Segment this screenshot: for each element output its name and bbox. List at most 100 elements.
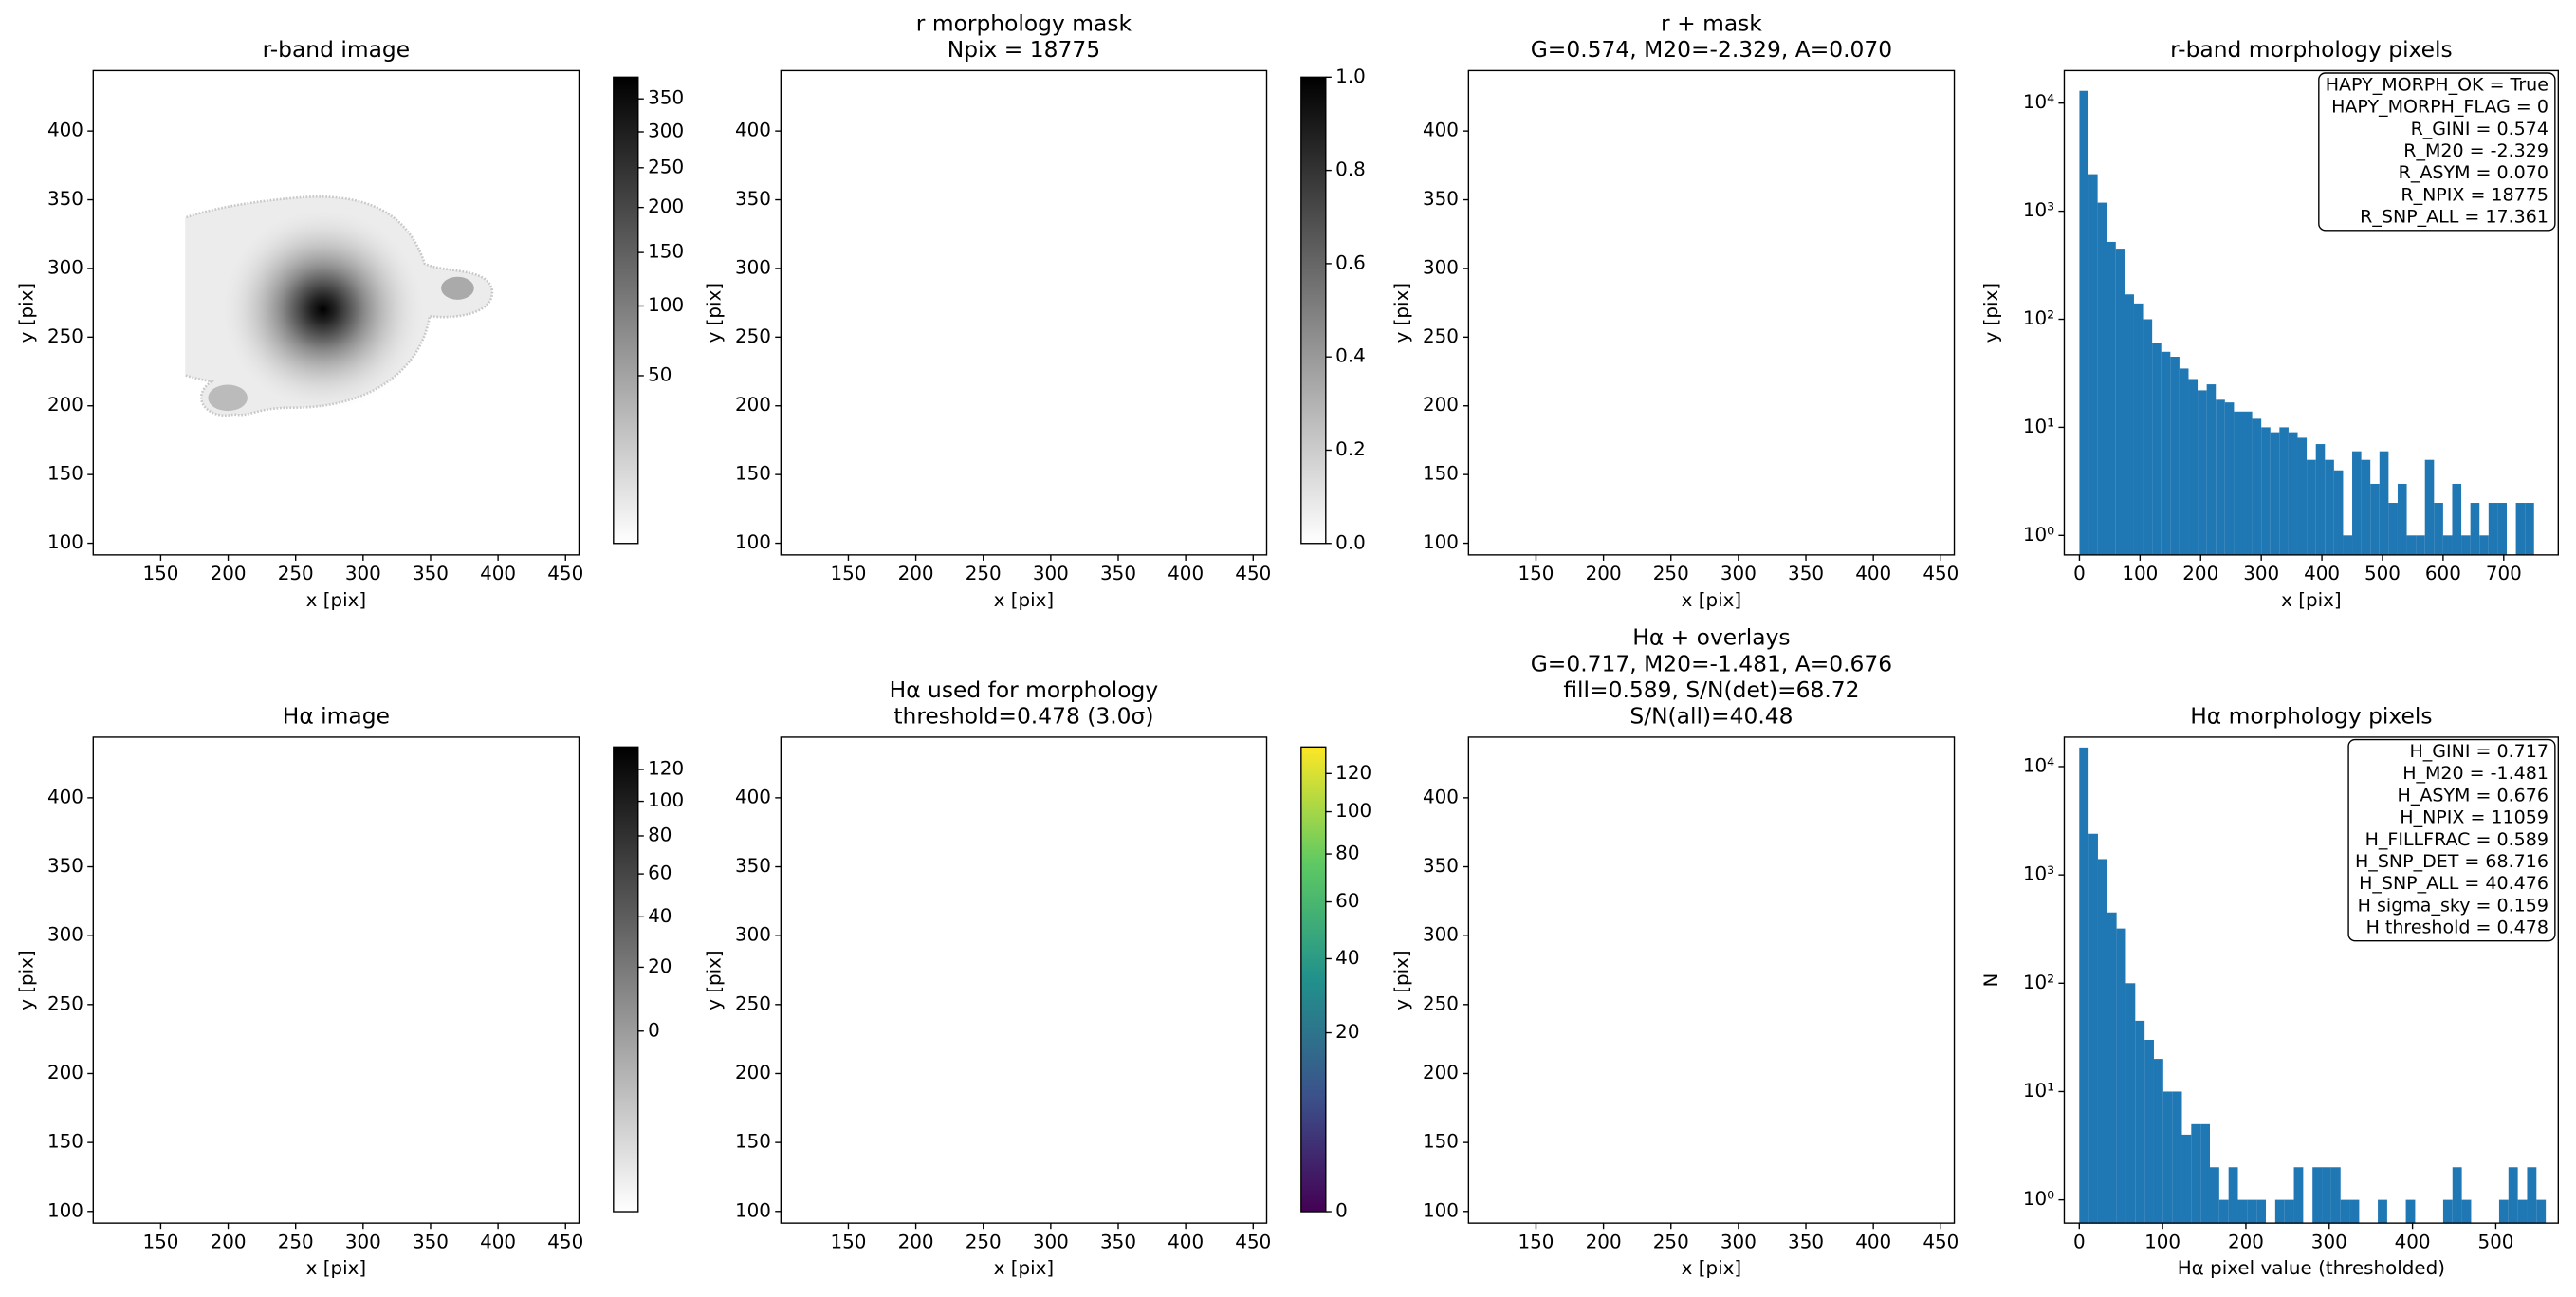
x-tick-label: 500 xyxy=(2364,563,2401,584)
x-tick-label: 250 xyxy=(966,1231,1002,1252)
y-tick-label: 300 xyxy=(47,924,83,946)
bar xyxy=(2343,535,2353,555)
x-tick-label: 300 xyxy=(1033,563,1069,584)
y-axis-label: y [pix] xyxy=(1980,283,2002,343)
bar xyxy=(2315,444,2326,555)
chart-title: G=0.717, M20=-1.481, A=0.676 xyxy=(1531,650,1892,676)
annotation-line: H_SNP_DET = 68.716 xyxy=(2355,851,2548,872)
bar xyxy=(2312,1167,2323,1224)
bar xyxy=(2340,1199,2350,1224)
y-axis-label: N xyxy=(1980,973,2002,988)
x-tick-label: 400 xyxy=(2395,1231,2431,1252)
axes-frame xyxy=(92,736,580,1224)
bar xyxy=(2261,427,2271,555)
bar xyxy=(2416,535,2425,555)
bar xyxy=(2497,503,2507,555)
bar xyxy=(2527,1167,2537,1224)
bar xyxy=(2525,503,2534,555)
axes-frame xyxy=(780,69,1268,556)
bar xyxy=(2330,1167,2341,1224)
y-axis-label: y [pix] xyxy=(1391,283,1413,343)
y-tick-label: 150 xyxy=(1423,463,1459,485)
bar xyxy=(2206,384,2217,555)
bar xyxy=(2247,1199,2257,1224)
y-tick-label: 300 xyxy=(735,256,771,278)
y-tick-label: 200 xyxy=(735,394,771,416)
x-tick-label: 300 xyxy=(1033,1231,1069,1252)
x-tick-label: 0 xyxy=(2073,1231,2086,1252)
y-tick-label: 300 xyxy=(1423,924,1459,946)
bar xyxy=(2452,483,2462,555)
y-tick-label: 250 xyxy=(735,325,771,347)
x-axis-label: x [pix] xyxy=(2281,589,2342,611)
x-tick-label: 450 xyxy=(547,563,583,584)
y-axis-label: y [pix] xyxy=(16,283,38,343)
y-axis-label: y [pix] xyxy=(1391,950,1413,1010)
x-tick-label: 450 xyxy=(1923,1231,1959,1252)
bar xyxy=(2181,1134,2192,1224)
bar xyxy=(2307,459,2316,555)
colorbar-tick-label: 0.4 xyxy=(1335,345,1366,367)
y-tick-label: 250 xyxy=(47,992,83,1014)
bar xyxy=(2188,379,2199,555)
axes-frame xyxy=(92,69,580,556)
y-tick-label: 100 xyxy=(1423,1199,1459,1221)
colorbar xyxy=(1300,746,1327,1213)
colorbar-tick-label: 0.8 xyxy=(1335,158,1366,180)
y-tick-label: 200 xyxy=(1423,1062,1459,1084)
image xyxy=(118,196,492,415)
y-tick-label: 100 xyxy=(47,1199,83,1221)
colorbar-tick-label: 100 xyxy=(648,294,684,316)
bar xyxy=(2479,535,2489,555)
bar xyxy=(2274,1199,2285,1224)
annotation-line: R_GINI = 0.574 xyxy=(2411,119,2548,139)
colorbar-tick-label: 0.0 xyxy=(1335,531,1366,553)
y-tick-label: 150 xyxy=(735,463,771,485)
annotation-line: H_ASYM = 0.676 xyxy=(2398,785,2548,806)
x-tick-label: 200 xyxy=(2182,563,2218,584)
bar xyxy=(2349,1199,2360,1224)
chart-title: Hα used for morphology xyxy=(890,676,1159,703)
x-axis-label: x [pix] xyxy=(994,1257,1055,1279)
y-axis-label: y [pix] xyxy=(704,283,726,343)
y-tick-label: 150 xyxy=(735,1131,771,1153)
bar xyxy=(2256,1199,2267,1224)
x-tick-label: 400 xyxy=(1855,1231,1891,1252)
x-tick-label: 350 xyxy=(1100,563,1136,584)
bar xyxy=(2162,1091,2173,1224)
x-tick-label: 300 xyxy=(345,563,381,584)
y-tick-label: 400 xyxy=(735,120,771,141)
bar xyxy=(2517,1199,2528,1224)
bar xyxy=(2397,483,2407,555)
chart-title: S/N(all)=40.48 xyxy=(1629,703,1793,730)
bar xyxy=(2143,319,2153,555)
bar xyxy=(2198,390,2207,555)
y-tick-label: 10⁰ xyxy=(2023,524,2054,546)
bar xyxy=(2405,1199,2416,1224)
x-tick-label: 450 xyxy=(1235,1231,1271,1252)
colorbar-tick-label: 50 xyxy=(648,363,672,385)
colorbar-tick-label: 40 xyxy=(648,905,672,927)
bar xyxy=(2234,411,2243,555)
y-tick-label: 150 xyxy=(47,463,83,485)
x-tick-label: 200 xyxy=(211,563,247,584)
bar xyxy=(2170,357,2180,555)
y-tick-label: 200 xyxy=(1423,394,1459,416)
x-tick-label: 250 xyxy=(278,563,314,584)
bar xyxy=(2088,833,2098,1224)
annotation-bg xyxy=(2318,72,2556,232)
chart-title: r-band morphology pixels xyxy=(2170,36,2453,63)
y-tick-label: 10⁴ xyxy=(2023,91,2054,113)
image xyxy=(805,863,1180,1083)
colorbar-tick-label: 250 xyxy=(648,156,684,177)
chart-title: Hα + overlays xyxy=(1632,624,1790,651)
bar xyxy=(2378,1199,2387,1224)
y-tick-label: 250 xyxy=(47,325,83,347)
bar xyxy=(2237,1199,2248,1224)
annotation-line: R_NPIX = 18775 xyxy=(2401,184,2548,205)
y-tick-label: 300 xyxy=(735,924,771,946)
x-tick-label: 350 xyxy=(413,563,449,584)
x-tick-label: 250 xyxy=(1653,1231,1689,1252)
x-tick-label: 100 xyxy=(2144,1231,2180,1252)
